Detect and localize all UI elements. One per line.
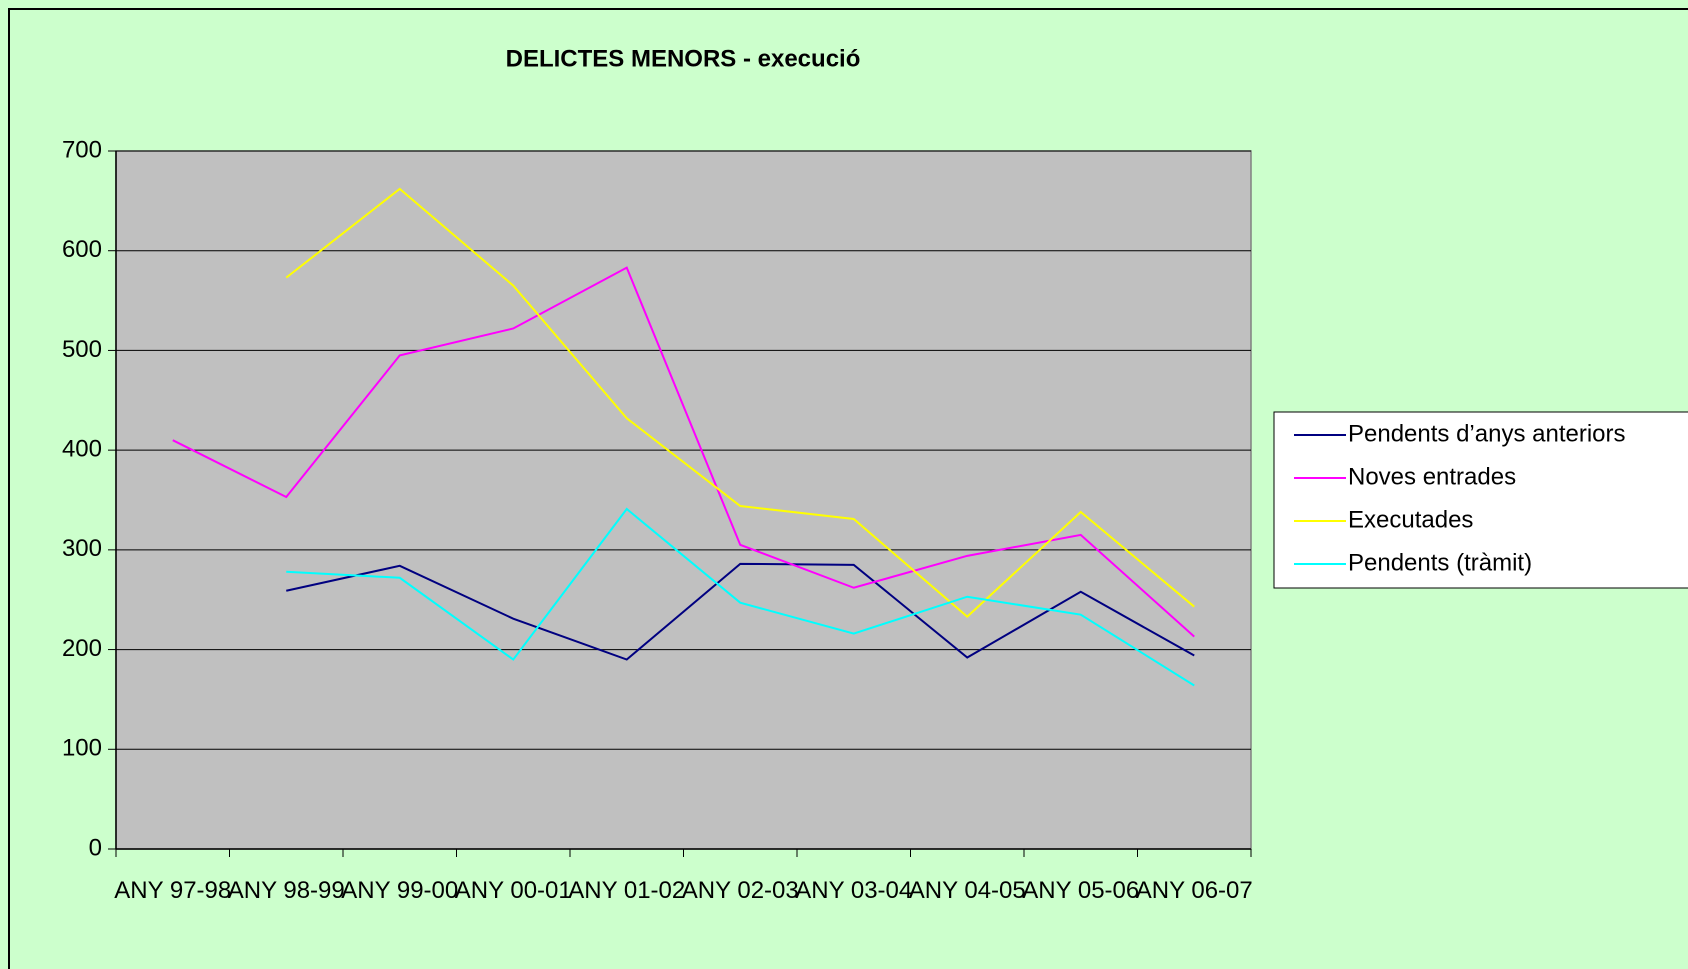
series-line [172, 266, 1195, 638]
y-tick-label: 400 [62, 435, 102, 462]
chart-title: DELICTES MENORS - execució [506, 45, 861, 72]
x-tick-label: ANY 06-07 [1135, 877, 1253, 904]
legend-label: Executades [1348, 506, 1473, 533]
y-tick-label: 600 [62, 236, 102, 263]
legend-label: Noves entrades [1348, 463, 1516, 490]
x-tick-label: ANY 02-03 [681, 877, 799, 904]
y-tick-label: 100 [62, 735, 102, 762]
x-tick-label: ANY 00-01 [454, 877, 572, 904]
series-line [286, 562, 1195, 661]
x-tick-label: ANY 03-04 [795, 877, 913, 904]
legend-label: Pendents (tràmit) [1348, 549, 1532, 576]
plot-area [115, 150, 1252, 850]
y-tick-label: 0 [89, 834, 102, 861]
legend-box [1273, 411, 1688, 589]
y-tick-label: 300 [62, 535, 102, 562]
x-tick-label: ANY 99-00 [341, 877, 459, 904]
legend-label: Pendents d’anys anteriors [1348, 420, 1626, 447]
y-tick-label: 500 [62, 336, 102, 363]
x-tick-label: ANY 01-02 [568, 877, 686, 904]
y-tick-label: 200 [62, 635, 102, 662]
x-tick-label: ANY 98-99 [227, 877, 345, 904]
series-line [286, 507, 1195, 687]
y-tick-label: 700 [62, 136, 102, 163]
series-line [285, 187, 1195, 619]
x-tick-label: ANY 97-98 [114, 877, 232, 904]
x-tick-label: ANY 04-05 [908, 877, 1026, 904]
x-tick-label: ANY 05-06 [1022, 877, 1140, 904]
